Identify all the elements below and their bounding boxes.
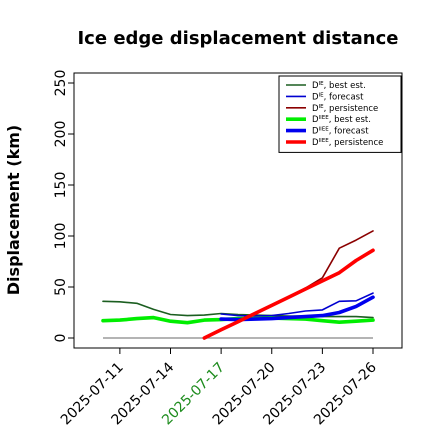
legend-label-rest: , best est.	[324, 81, 366, 91]
legend-label: DIIEE, best est.	[312, 115, 371, 125]
series-layer	[101, 230, 375, 340]
y-tick-label: 150	[53, 172, 69, 199]
legend-label-base: D	[312, 138, 319, 148]
legend-box	[278, 75, 402, 153]
legend-label-superscript: IIEE	[319, 115, 330, 121]
legend-label: DIIEE, persistence	[312, 138, 383, 148]
y-tick-label: 250	[53, 70, 69, 97]
legend-label-superscript: IE	[319, 81, 325, 87]
legend-label-superscript: IIEE	[319, 138, 330, 144]
legend-label: DIE, forecast	[312, 92, 364, 102]
legend-label-rest: , best est.	[329, 115, 371, 125]
x-axis: 2025-07-112025-07-142025-07-172025-07-20…	[58, 348, 380, 428]
legend-label-base: D	[312, 127, 319, 137]
plot-frame	[73, 72, 403, 349]
legend-label-rest: , forecast	[324, 92, 364, 102]
y-tick-label: 50	[53, 278, 69, 296]
legend-label-rest: , persistence	[324, 104, 379, 114]
chart-title: Ice edge displacement distance	[77, 28, 398, 49]
legend-label-superscript: IE	[319, 92, 325, 98]
legend-label-base: D	[312, 92, 319, 102]
y-axis-label: Displacement (km)	[4, 125, 23, 295]
series-line-d-ie-forecast	[220, 292, 374, 317]
legend-label-base: D	[312, 104, 319, 114]
legend-label: DIE, best est.	[312, 81, 366, 91]
y-tick-label: 100	[53, 223, 69, 250]
legend-label-superscript: IE	[319, 104, 325, 110]
legend-label-base: D	[312, 115, 319, 125]
legend-label-base: D	[312, 81, 319, 91]
legend-label: DIIEE, forecast	[312, 127, 369, 137]
y-axis: 0 50 100 150 200 250	[53, 70, 74, 343]
legend-label: DIE, persistence	[312, 104, 378, 114]
legend-label-rest: , persistence	[329, 138, 384, 148]
y-tick-label: 0	[53, 334, 69, 343]
series-line-d-iiee-persistence	[202, 248, 375, 340]
series-line-d-ie-best-est	[102, 300, 374, 319]
legend-label-superscript: IIEE	[319, 127, 330, 133]
legend-label-rest: , forecast	[329, 127, 369, 137]
y-tick-label: 200	[53, 121, 69, 148]
